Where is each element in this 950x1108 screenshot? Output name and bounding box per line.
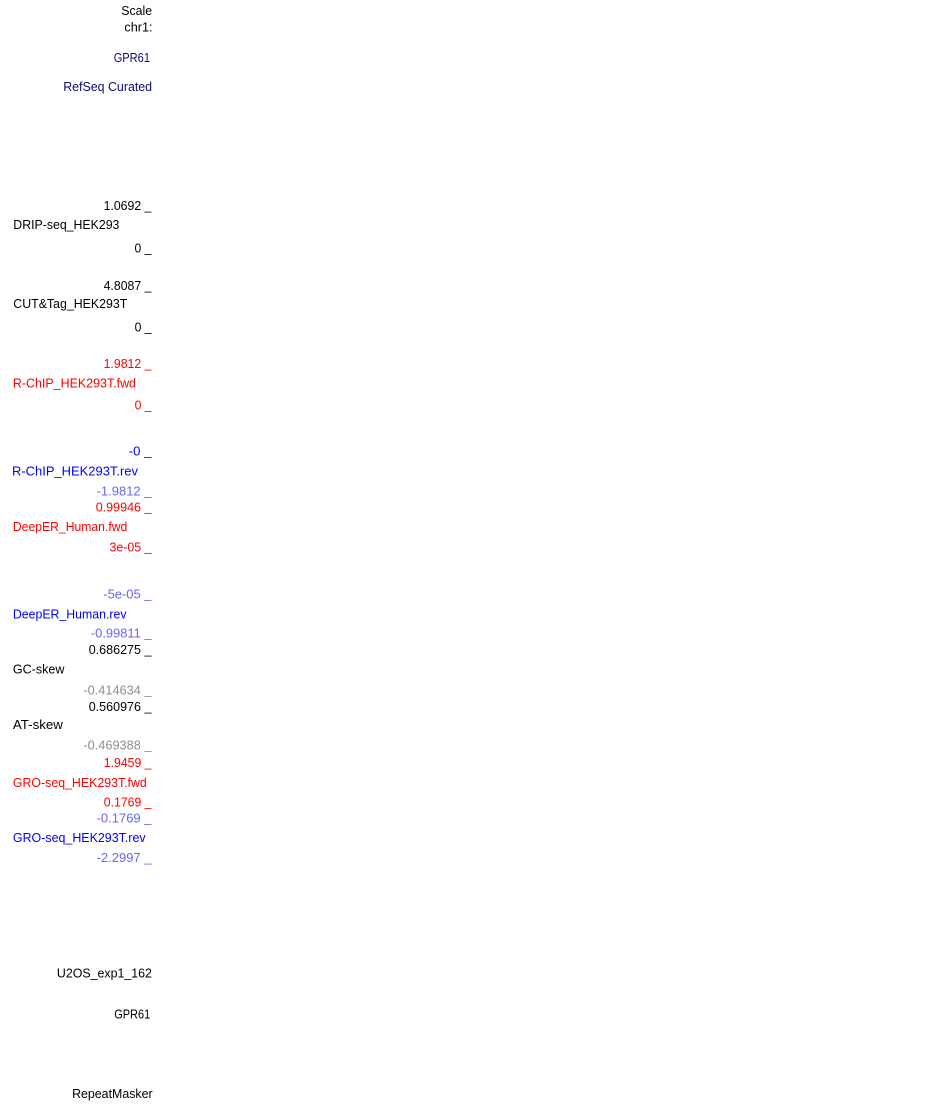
svg-text:-0.414634 _: -0.414634 _ [83, 682, 152, 697]
svg-text:chr1:: chr1: [124, 20, 152, 35]
svg-text:GPR61: GPR61 [114, 50, 150, 65]
svg-text:4.8087 _: 4.8087 _ [104, 278, 153, 293]
svg-text:GRO-seq_HEK293T.fwd: GRO-seq_HEK293T.fwd [13, 775, 147, 790]
svg-text:0 _: 0 _ [135, 320, 153, 335]
svg-text:0.686275 _: 0.686275 _ [89, 642, 153, 657]
svg-text:-0 _: -0 _ [129, 444, 152, 459]
svg-text:RepeatMasker: RepeatMasker [72, 1086, 153, 1101]
svg-text:GC-skew: GC-skew [13, 662, 65, 677]
svg-text:1.0692 _: 1.0692 _ [104, 198, 153, 213]
svg-text:-1.9812 _: -1.9812 _ [97, 483, 153, 498]
svg-text:0 _: 0 _ [135, 241, 153, 256]
svg-text:-5e-05 _: -5e-05 _ [103, 587, 152, 602]
svg-text:-0.99811 _: -0.99811 _ [91, 626, 152, 641]
svg-text:CUT&Tag_HEK293T: CUT&Tag_HEK293T [13, 296, 127, 311]
svg-text:DRIP-seq_HEK293: DRIP-seq_HEK293 [13, 217, 119, 232]
svg-text:R-ChIP_HEK293T.fwd: R-ChIP_HEK293T.fwd [13, 375, 136, 390]
svg-text:0.99946 _: 0.99946 _ [96, 500, 153, 515]
svg-text:-2.2997 _: -2.2997 _ [97, 850, 153, 865]
svg-text:0 _: 0 _ [135, 398, 153, 413]
svg-text:-0.469388 _: -0.469388 _ [83, 737, 152, 752]
svg-text:3e-05 _: 3e-05 _ [110, 540, 153, 555]
svg-text:GRO-seq_HEK293T.rev: GRO-seq_HEK293T.rev [13, 830, 146, 845]
svg-text:1.9459 _: 1.9459 _ [104, 755, 152, 770]
svg-text:0.1769 _: 0.1769 _ [104, 795, 152, 810]
svg-text:RefSeq Curated: RefSeq Curated [63, 79, 152, 94]
svg-text:DeepER_Human.rev: DeepER_Human.rev [13, 607, 127, 622]
svg-text:0.560976 _: 0.560976 _ [89, 699, 153, 714]
svg-text:GPR61: GPR61 [114, 1007, 150, 1022]
svg-text:-0.1769 _: -0.1769 _ [97, 810, 153, 825]
svg-text:1.9812 _: 1.9812 _ [104, 356, 153, 371]
svg-text:AT-skew: AT-skew [13, 717, 64, 732]
svg-text:R-ChIP_HEK293T.rev: R-ChIP_HEK293T.rev [12, 463, 138, 478]
svg-text:Scale: Scale [121, 3, 152, 18]
svg-text:DeepER_Human.fwd: DeepER_Human.fwd [13, 519, 127, 534]
svg-text:U2OS_exp1_162: U2OS_exp1_162 [57, 965, 152, 980]
